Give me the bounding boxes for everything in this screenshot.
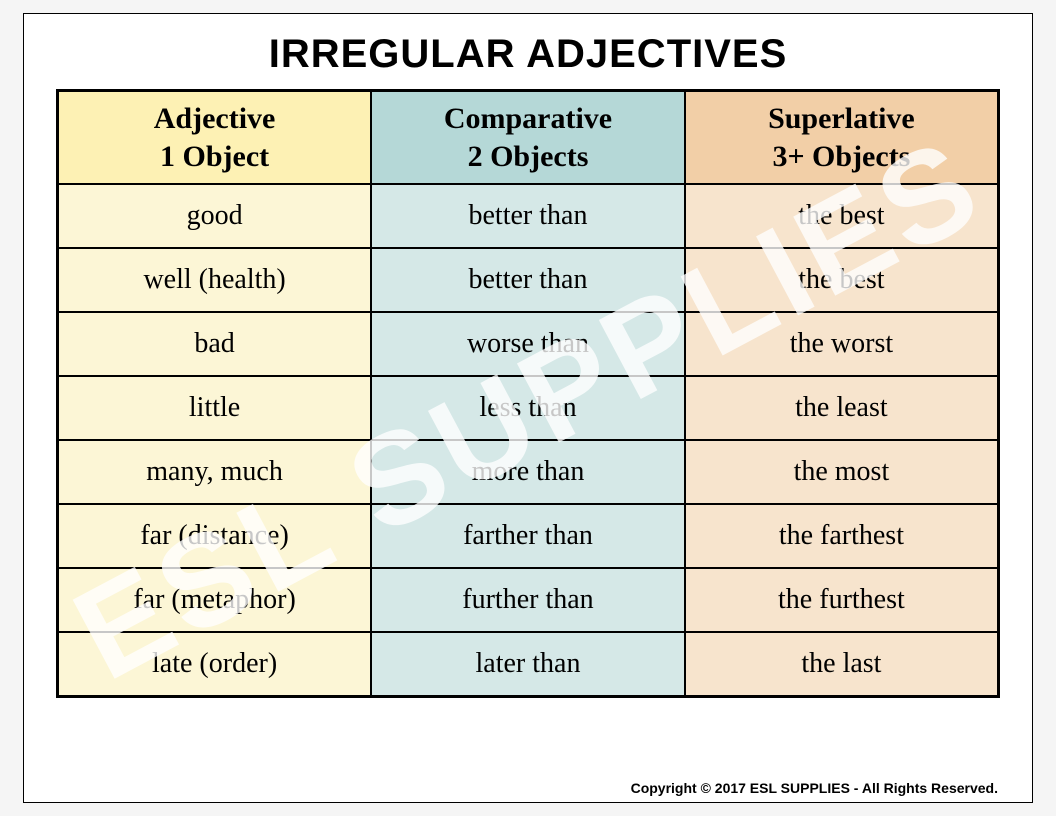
header-superlative: Superlative 3+ Objects: [685, 91, 999, 185]
cell-comparative: worse than: [371, 312, 685, 376]
cell-comparative: more than: [371, 440, 685, 504]
poster-container: IRREGULAR ADJECTIVES Adjective 1 Object …: [23, 13, 1033, 803]
table-row: late (order) later than the last: [58, 632, 999, 696]
copyright-notice: Copyright © 2017 ESL SUPPLIES - All Righ…: [631, 780, 998, 796]
cell-superlative: the least: [685, 376, 999, 440]
cell-comparative: further than: [371, 568, 685, 632]
cell-adjective: far (distance): [58, 504, 372, 568]
cell-comparative: better than: [371, 248, 685, 312]
cell-comparative: later than: [371, 632, 685, 696]
header-superlative-line2: 3+ Objects: [772, 140, 910, 173]
header-superlative-line1: Superlative: [768, 102, 915, 135]
cell-superlative: the best: [685, 184, 999, 248]
header-comparative: Comparative 2 Objects: [371, 91, 685, 185]
cell-adjective: many, much: [58, 440, 372, 504]
table-row: far (metaphor) further than the furthest: [58, 568, 999, 632]
cell-superlative: the worst: [685, 312, 999, 376]
cell-comparative: farther than: [371, 504, 685, 568]
table-row: far (distance) farther than the farthest: [58, 504, 999, 568]
table-header: Adjective 1 Object Comparative 2 Objects…: [58, 91, 999, 185]
cell-superlative: the farthest: [685, 504, 999, 568]
header-adjective: Adjective 1 Object: [58, 91, 372, 185]
page-title: IRREGULAR ADJECTIVES: [269, 32, 788, 77]
irregular-adjectives-table: Adjective 1 Object Comparative 2 Objects…: [56, 89, 1000, 698]
table-row: little less than the least: [58, 376, 999, 440]
cell-adjective: well (health): [58, 248, 372, 312]
cell-superlative: the best: [685, 248, 999, 312]
cell-adjective: good: [58, 184, 372, 248]
table-row: many, much more than the most: [58, 440, 999, 504]
cell-adjective: little: [58, 376, 372, 440]
table-row: bad worse than the worst: [58, 312, 999, 376]
header-adjective-line2: 1 Object: [160, 140, 269, 173]
cell-adjective: late (order): [58, 632, 372, 696]
cell-adjective: bad: [58, 312, 372, 376]
header-adjective-line1: Adjective: [154, 102, 276, 135]
cell-comparative: better than: [371, 184, 685, 248]
cell-superlative: the most: [685, 440, 999, 504]
table-row: well (health) better than the best: [58, 248, 999, 312]
header-comparative-line1: Comparative: [444, 102, 612, 135]
table-row: good better than the best: [58, 184, 999, 248]
header-comparative-line2: 2 Objects: [468, 140, 589, 173]
cell-superlative: the furthest: [685, 568, 999, 632]
header-row: Adjective 1 Object Comparative 2 Objects…: [58, 91, 999, 185]
table-body: good better than the best well (health) …: [58, 184, 999, 696]
cell-adjective: far (metaphor): [58, 568, 372, 632]
cell-comparative: less than: [371, 376, 685, 440]
cell-superlative: the last: [685, 632, 999, 696]
